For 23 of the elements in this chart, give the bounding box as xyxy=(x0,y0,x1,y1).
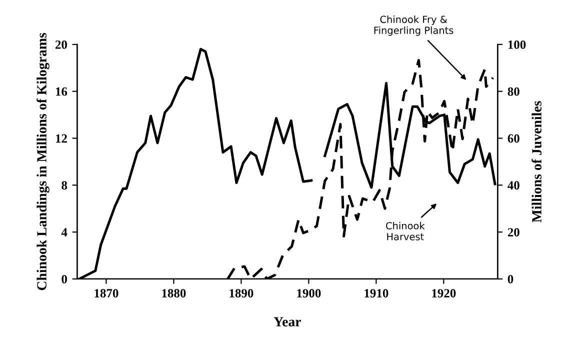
x-axis-title: Year xyxy=(274,317,302,326)
annotation: Chinook Harvest xyxy=(386,222,425,240)
y2-tick-label: 20 xyxy=(508,228,520,237)
x-tick-label: 1920 xyxy=(432,289,456,298)
y-tick-label: 0 xyxy=(62,274,67,284)
y2-tick-label: 40 xyxy=(508,181,520,190)
y2-tick-label: 100 xyxy=(508,40,526,49)
y2-tick-label: 0 xyxy=(508,274,514,284)
y2-tick-label: 80 xyxy=(508,87,520,96)
y-tick-label: 16 xyxy=(56,87,68,96)
y-tick-label: 12 xyxy=(56,134,67,143)
x-tick-label: 1910 xyxy=(364,289,388,298)
y-axis-title: Chinook Landings in Millions of Kilograms xyxy=(36,32,50,290)
x-tick-label: 1870 xyxy=(94,289,118,298)
text: Chinook Fry & Fingerling Plants xyxy=(374,16,454,36)
x-tick-label: 1880 xyxy=(162,289,186,298)
y-tick-label: 20 xyxy=(55,40,67,49)
y2-axis-title: Millions of Juveniles xyxy=(532,101,542,222)
y-tick-label: 8 xyxy=(62,181,68,190)
y-tick-label: 4 xyxy=(61,228,68,236)
y2-tick-label: 60 xyxy=(508,134,520,143)
x-tick-label: 1900 xyxy=(297,289,321,298)
x-tick-label: 1890 xyxy=(230,289,254,298)
